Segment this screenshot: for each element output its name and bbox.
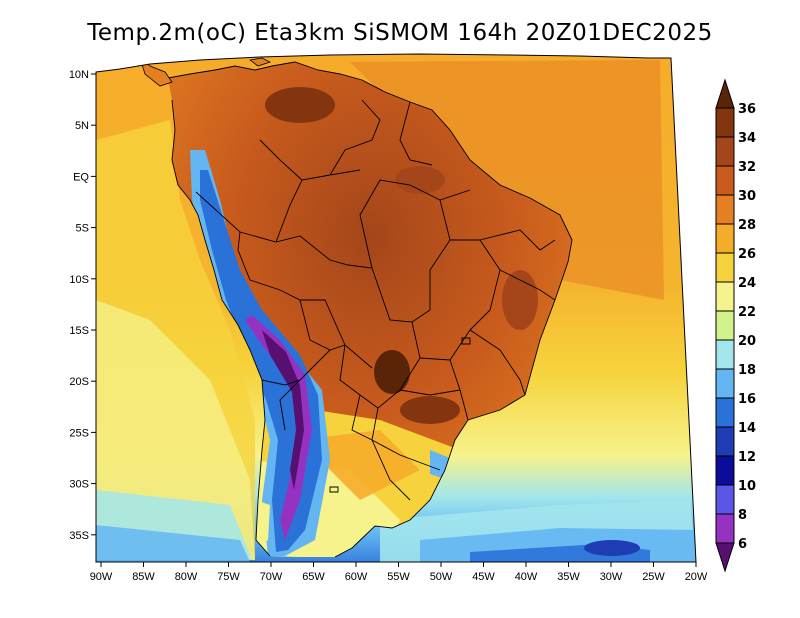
colorbar-segment [715, 339, 735, 370]
colorbar-segment [715, 107, 735, 138]
colorbar-label: 34 [738, 131, 756, 146]
colorbar-segment [715, 136, 735, 167]
colorbar-label: 30 [738, 189, 756, 204]
colorbar-label: 14 [738, 421, 756, 436]
colorbar-segment [715, 165, 735, 196]
lat-label: EQ [73, 171, 89, 183]
colorbar-label: 32 [738, 160, 756, 175]
lat-label: 30S [69, 479, 89, 491]
colorbar-label: 8 [738, 508, 747, 523]
lat-label: 15S [69, 325, 89, 337]
colorbar-label: 10 [738, 479, 756, 494]
colorbar-label: 16 [738, 392, 756, 407]
lat-label: 20S [69, 376, 89, 388]
colorbar-segment [715, 397, 735, 428]
colorbar-segment [715, 252, 735, 283]
lat-label: 25S [69, 427, 89, 439]
lon-label: 75W [217, 571, 240, 583]
lon-label: 80W [175, 571, 198, 583]
lon-label: 50W [430, 571, 453, 583]
lon-label: 35W [557, 571, 580, 583]
country-borders [167, 61, 573, 558]
colorbar-segment [715, 455, 735, 486]
lat-label: 5N [75, 120, 89, 132]
map-frame [95, 53, 697, 563]
colorbar-label: 28 [738, 218, 756, 233]
lon-label: 55W [387, 571, 410, 583]
lon-label: 60W [345, 571, 368, 583]
colorbar-label: 36 [738, 102, 756, 117]
colorbar-segment [715, 484, 735, 515]
temperature-field [96, 54, 696, 562]
colorbar-top-arrow [715, 78, 735, 109]
colorbar-bottom-arrow [715, 542, 735, 573]
colorbar-segment [715, 426, 735, 457]
lon-label: 45W [472, 571, 495, 583]
longitude-axis: 90W 85W 80W 75W 70W 65W 60W 55W 50W 45W 40W 35W 30W 2… [90, 562, 708, 583]
colorbar-label: 22 [738, 305, 756, 320]
lat-label: 35S [69, 530, 89, 542]
map-title: Temp.2m(oC) Eta3km SiSMOM 164h 20Z01DEC2… [86, 20, 712, 46]
latitude-axis: 10N 5N EQ 5S 10S 15S 20S 25S 30S 35S [69, 69, 96, 542]
central-america [139, 56, 272, 87]
colorbar-segment [715, 368, 735, 399]
lon-label: 40W [515, 571, 538, 583]
colorbar-label: 18 [738, 363, 756, 378]
lon-label: 25W [642, 571, 665, 583]
colorbar: 36 34 32 30 28 26 24 22 20 18 16 14 12 10 8 6 [715, 78, 756, 573]
lon-label: 30W [600, 571, 623, 583]
lon-label: 65W [302, 571, 325, 583]
colorbar-label: 20 [738, 334, 756, 349]
lat-label: 5S [76, 223, 89, 235]
lon-label: 90W [90, 571, 113, 583]
colorbar-segment [715, 513, 735, 544]
colorbar-label: 26 [738, 247, 756, 262]
lon-label: 20W [685, 571, 708, 583]
lon-label: 85W [132, 571, 155, 583]
colorbar-segment [715, 223, 735, 254]
lat-label: 10S [69, 274, 89, 286]
colorbar-label: 12 [738, 450, 756, 465]
colorbar-label: 24 [738, 276, 756, 291]
colorbar-segment [715, 281, 735, 312]
lat-label: 10N [69, 69, 89, 81]
colorbar-label: 6 [738, 537, 747, 552]
colorbar-segment [715, 310, 735, 341]
colorbar-segment [715, 194, 735, 225]
lon-label: 70W [260, 571, 283, 583]
